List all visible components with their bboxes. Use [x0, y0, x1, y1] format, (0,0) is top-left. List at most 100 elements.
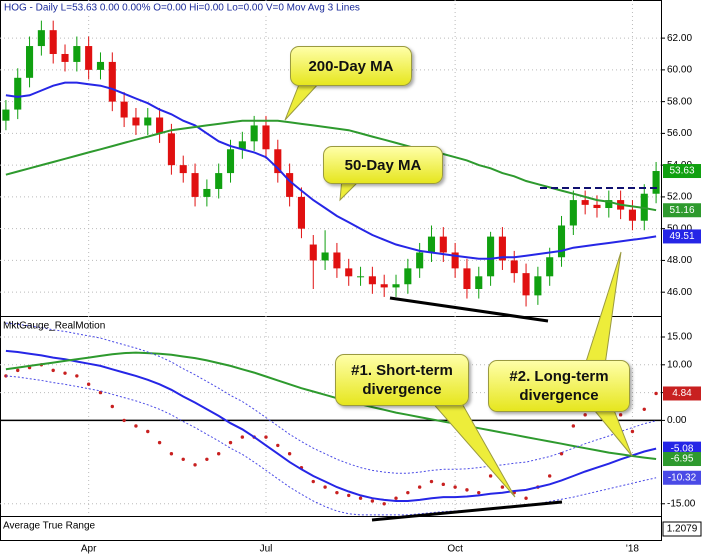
- candle-body: [498, 236, 506, 261]
- y-tick-label: 46.00: [667, 287, 692, 298]
- data-dot: [382, 502, 386, 506]
- header-title: HOG - Daily L=53.63 0.00 0.00% O=0.00 Hi…: [4, 3, 360, 14]
- data-dot: [122, 418, 126, 423]
- data-dot: [134, 424, 138, 428]
- value-tag: [663, 164, 701, 179]
- data-dot: [358, 496, 363, 500]
- candle-body: [534, 276, 542, 296]
- value-tag: [663, 452, 701, 467]
- candle-body: [14, 77, 22, 110]
- candle-body: [404, 268, 412, 285]
- series-line: [5, 375, 657, 516]
- data-dot: [193, 463, 197, 467]
- value-tag-label: 49.51: [669, 231, 694, 242]
- x-tick-label: Oct: [447, 544, 463, 555]
- y-tick-label: 50.00: [667, 223, 692, 234]
- candle-body: [368, 276, 376, 285]
- candle-body: [451, 252, 459, 269]
- panel-title: MktGauge_RealMotion: [3, 321, 105, 332]
- y-tick-label: 56.00: [667, 128, 692, 139]
- candle-body: [26, 46, 34, 78]
- data-dot: [583, 413, 587, 417]
- candle-body: [73, 46, 81, 62]
- data-dot: [228, 440, 233, 445]
- candle-body: [345, 268, 353, 277]
- series-line: [5, 349, 657, 502]
- candle-body: [61, 53, 69, 62]
- candle-body: [333, 252, 341, 269]
- data-dot: [157, 440, 162, 445]
- candle-body: [522, 273, 530, 296]
- atr-panel-frame: [0, 516, 662, 541]
- data-dot: [618, 413, 623, 417]
- y-tick-label: 15.00: [667, 332, 692, 343]
- data-dot: [110, 404, 115, 409]
- callout: 200-Day MA: [290, 46, 412, 86]
- x-tick-label: Apr: [81, 544, 97, 555]
- candle-body: [357, 276, 365, 278]
- panel-title: Average True Range: [3, 521, 96, 532]
- value-tag-label: 51.16: [669, 205, 694, 216]
- data-dot: [146, 429, 150, 434]
- series-line: [5, 81, 657, 260]
- data-dot: [86, 382, 91, 386]
- y-tick-label: 10.00: [667, 359, 692, 370]
- candle-body: [215, 173, 223, 189]
- data-dot: [323, 485, 327, 489]
- x-tick-label: '18: [626, 544, 639, 555]
- candle-body: [546, 257, 554, 277]
- data-dot: [16, 368, 20, 373]
- candle-body: [120, 101, 128, 118]
- candle-body: [226, 149, 235, 174]
- data-dot: [571, 424, 576, 428]
- data-dot: [559, 452, 564, 456]
- data-dot: [524, 496, 528, 500]
- data-dot: [642, 407, 646, 411]
- value-tag: [663, 229, 701, 244]
- candle-body: [49, 30, 57, 54]
- data-dot: [477, 490, 481, 495]
- data-dot: [347, 493, 351, 498]
- series-line: [5, 119, 657, 212]
- candle-body: [380, 284, 388, 288]
- candle-body: [191, 173, 199, 197]
- candle-body: [416, 252, 424, 269]
- candle-body: [2, 109, 10, 121]
- data-dot: [240, 435, 245, 439]
- candle-body: [652, 171, 660, 194]
- callout-pointer: [428, 399, 516, 498]
- data-dot: [216, 452, 221, 456]
- data-dot: [465, 488, 469, 492]
- data-dot: [370, 499, 375, 503]
- candle-body: [167, 133, 175, 166]
- y-tick-label: 62.00: [667, 33, 692, 44]
- data-dot: [630, 429, 635, 434]
- candle-body: [144, 117, 152, 126]
- value-tag: [663, 203, 701, 218]
- candle-body: [321, 252, 329, 261]
- data-dot: [311, 479, 315, 484]
- data-dot: [181, 457, 185, 462]
- candle-body: [203, 188, 211, 197]
- value-tag-label: -5.08: [671, 443, 694, 454]
- candle-body: [156, 117, 164, 134]
- candle-body: [557, 225, 566, 258]
- candle-body: [628, 209, 636, 221]
- value-tag: [663, 386, 701, 401]
- candle-body: [179, 165, 187, 174]
- candle-body: [274, 149, 282, 174]
- candle-body: [297, 196, 305, 229]
- callout: 50-Day MA: [323, 146, 443, 184]
- callout-pointer: [284, 81, 322, 121]
- data-dot: [429, 479, 434, 484]
- candle-body: [605, 200, 613, 209]
- series-line: [5, 322, 657, 474]
- data-dot: [169, 452, 174, 456]
- data-dot: [488, 474, 493, 478]
- candle-body: [569, 200, 577, 226]
- y-tick-label: -15.00: [667, 498, 696, 509]
- data-dot: [75, 374, 79, 378]
- plot-layer: [0, 0, 662, 516]
